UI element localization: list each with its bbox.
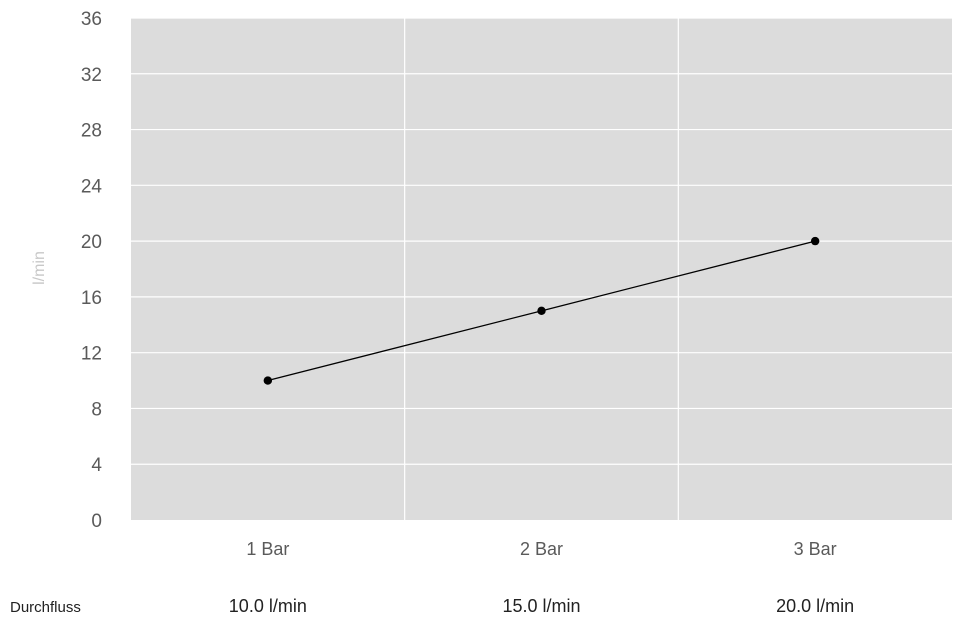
y-tick-label: 16 <box>81 288 102 309</box>
series-layer <box>263 236 820 385</box>
table-value: 10.0 l/min <box>229 596 307 616</box>
y-axis-title: l/min <box>31 251 48 285</box>
x-category-label: 1 Bar <box>246 539 289 559</box>
y-axis-ticks: 0 4 8 12 16 20 24 28 32 36 <box>81 9 103 532</box>
data-point <box>537 306 546 316</box>
y-tick-label: 32 <box>81 65 102 86</box>
y-tick-label: 20 <box>81 232 102 253</box>
x-axis-categories: 1 Bar 2 Bar 3 Bar <box>246 539 836 559</box>
table-value: 15.0 l/min <box>502 596 580 616</box>
y-tick-label: 0 <box>91 511 102 532</box>
y-tick-label: 12 <box>81 344 102 365</box>
data-table: Durchfluss 10.0 l/min 15.0 l/min 20.0 l/mi… <box>10 596 854 616</box>
y-tick-label: 4 <box>91 455 102 476</box>
y-tick-label: 8 <box>91 399 102 420</box>
x-category-label: 2 Bar <box>520 539 563 559</box>
table-row-label: Durchfluss <box>10 599 81 616</box>
x-category-label: 3 Bar <box>794 539 837 559</box>
y-tick-label: 36 <box>81 9 102 30</box>
data-point <box>263 376 273 385</box>
table-value: 20.0 l/min <box>776 596 854 616</box>
gridlines <box>131 17 952 520</box>
plot-area <box>131 18 952 520</box>
y-tick-label: 24 <box>81 176 103 197</box>
data-point <box>810 236 820 246</box>
y-tick-label: 28 <box>81 121 102 142</box>
